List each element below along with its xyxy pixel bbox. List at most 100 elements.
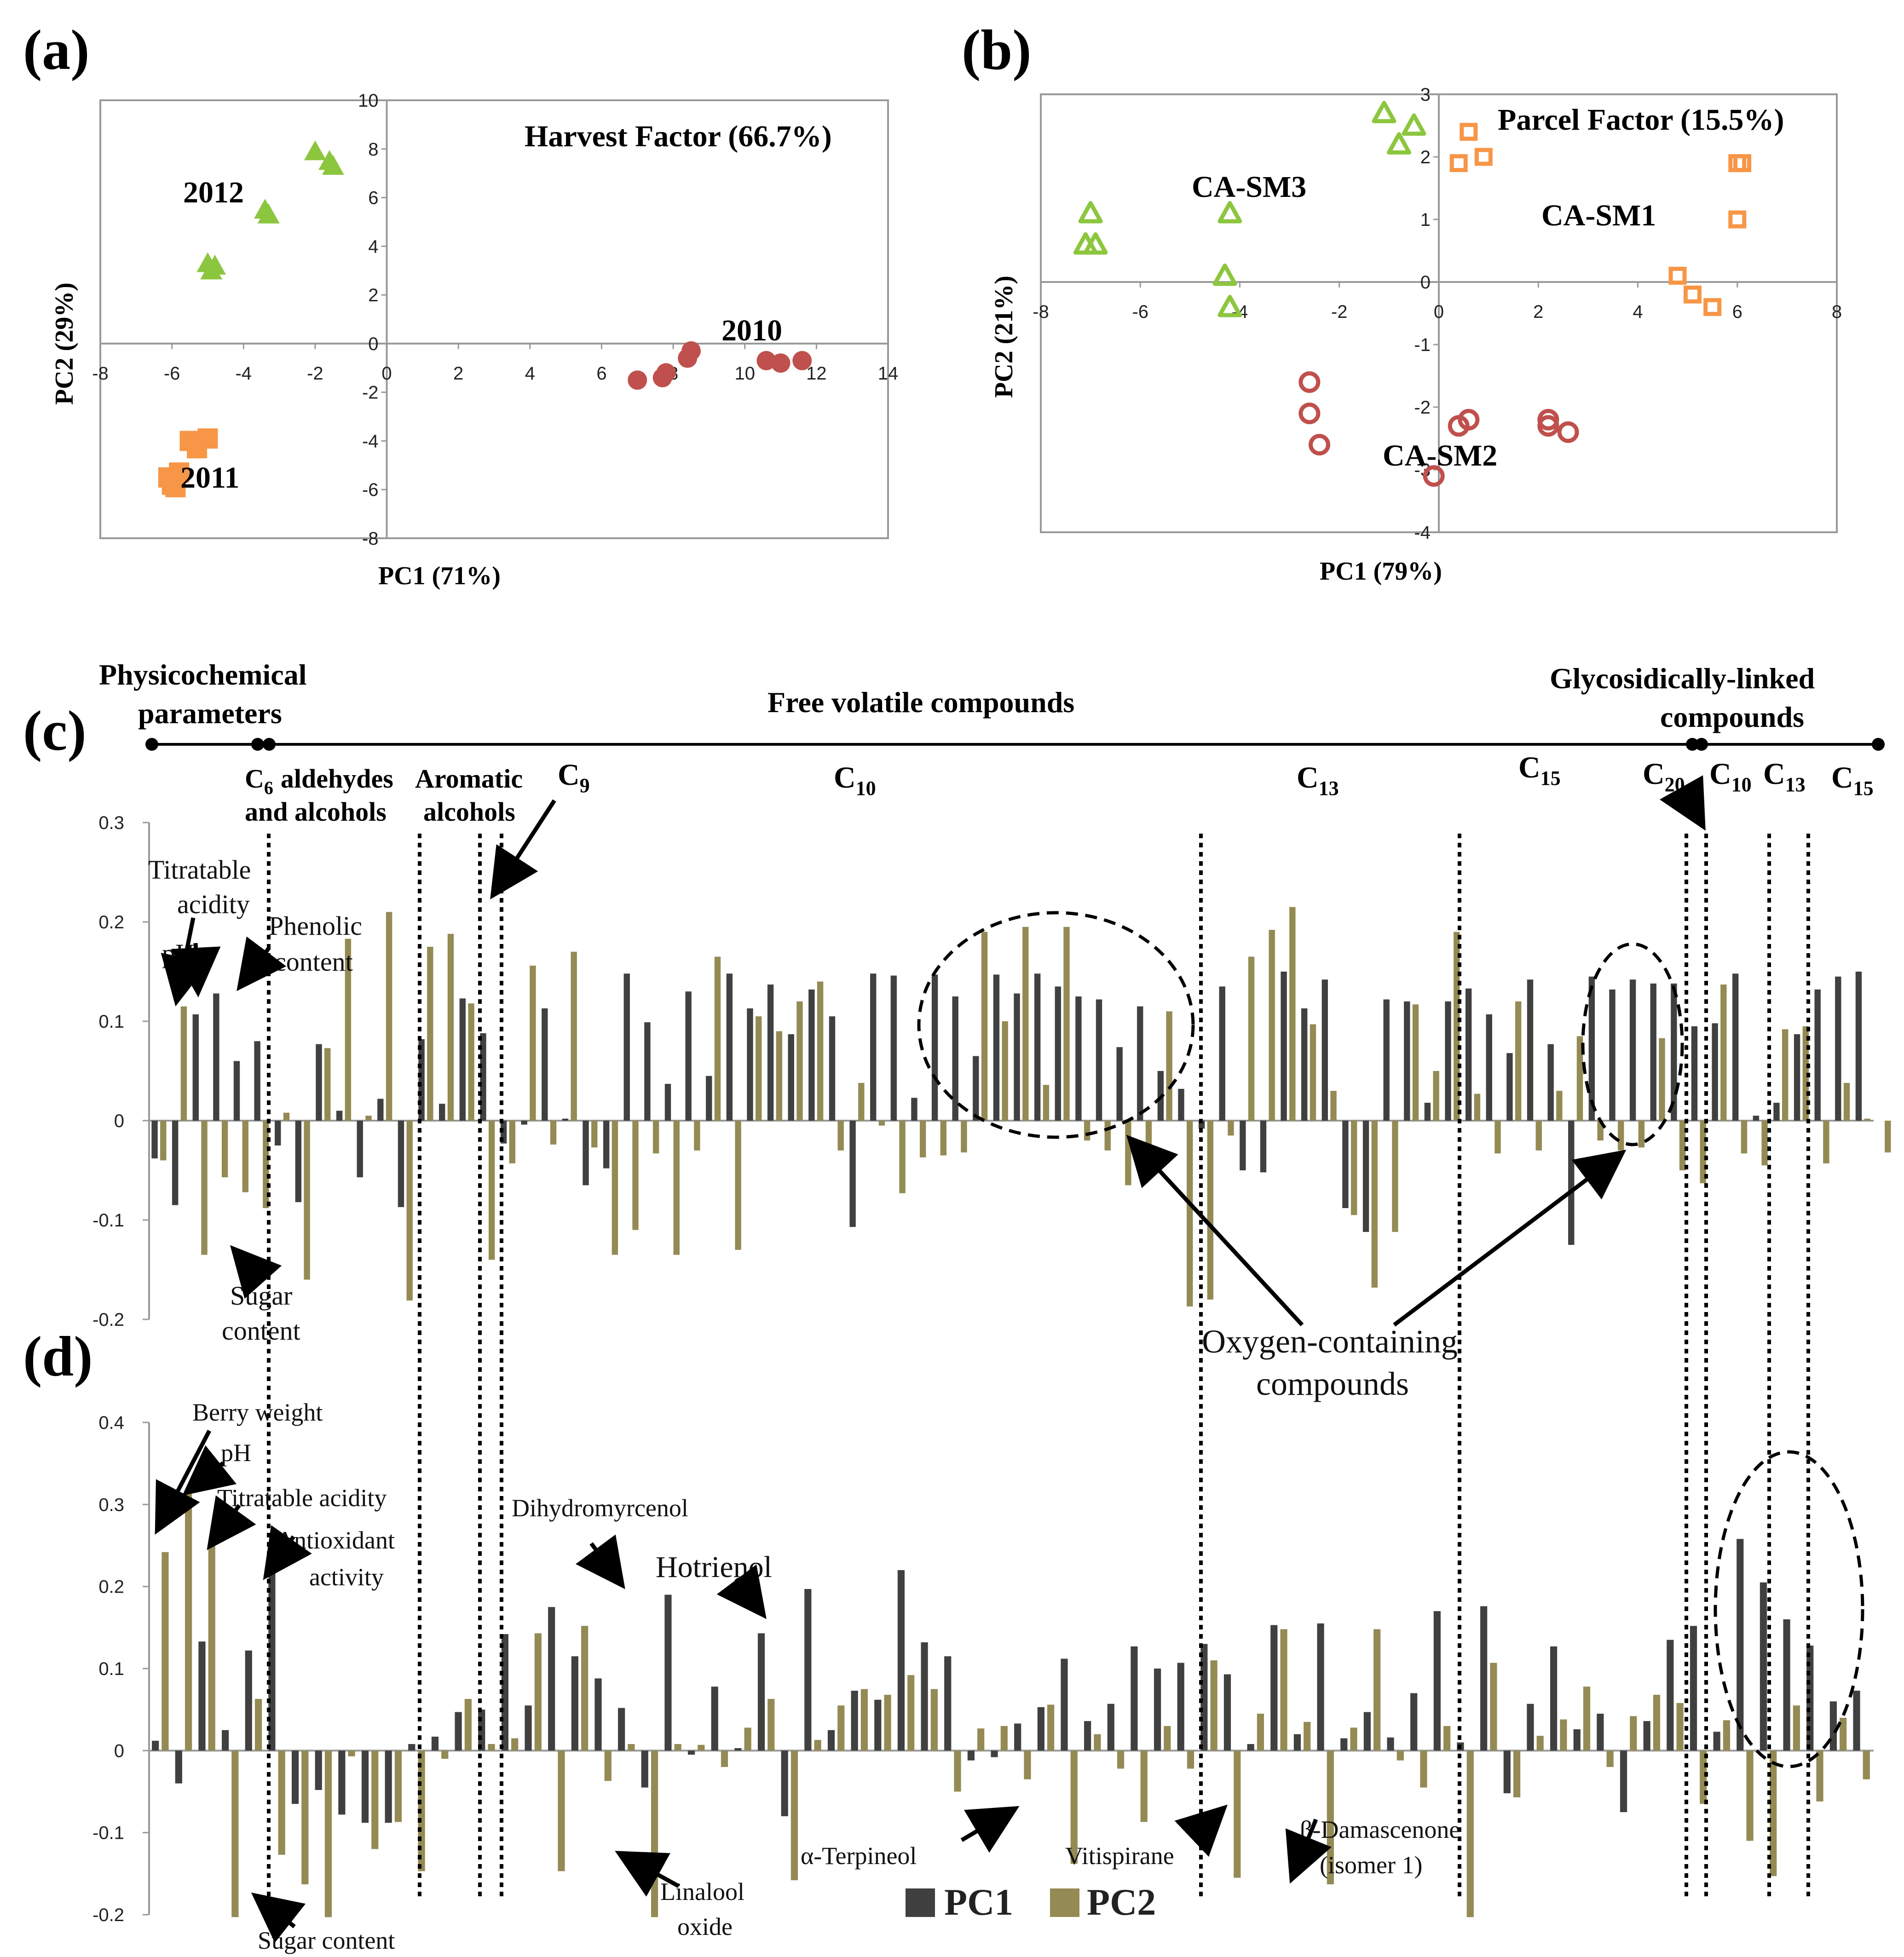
bar-pc1 <box>583 1121 589 1186</box>
bar-pc2 <box>1371 1121 1378 1288</box>
ann-titratable-line2: acidity <box>177 889 250 919</box>
section-separators <box>267 834 1810 1900</box>
point-ca-sm2 <box>1458 409 1480 431</box>
timeline-dot <box>1695 738 1708 751</box>
ann-ph-d: pH <box>221 1439 251 1467</box>
point-ca-sm1 <box>1668 266 1687 285</box>
oxygen-ellipse-1 <box>917 911 1195 1139</box>
ann-alpha-terpineol: α-Terpineol <box>801 1842 917 1870</box>
bar-pc1 <box>198 1641 206 1751</box>
bar-pc2 <box>254 1698 262 1751</box>
bar-pc2 <box>919 1121 926 1157</box>
bar-pc2 <box>1207 1121 1214 1300</box>
arrow <box>615 1851 680 1897</box>
bar-pc2 <box>1802 1026 1809 1121</box>
bar-pc1 <box>911 1098 917 1121</box>
bar-pc2 <box>954 1750 961 1792</box>
bar-pc1 <box>1609 989 1616 1121</box>
bar-pc1 <box>1568 1121 1575 1245</box>
bar-pc1 <box>1506 1053 1513 1121</box>
timeline-dot <box>251 738 264 751</box>
bar-pc1 <box>944 1656 952 1751</box>
bar-pc1 <box>336 1111 343 1121</box>
section-aromatic-line1: Aromatic <box>415 764 523 794</box>
y-tick-label: 1 <box>1420 210 1431 230</box>
x-tick-label: 2 <box>453 363 463 384</box>
bar-pc1 <box>338 1750 346 1815</box>
bar-pc1 <box>233 1061 240 1121</box>
panel-a-xlabel: PC1 (71%) <box>378 562 501 590</box>
bar-pc1 <box>192 1014 199 1121</box>
bar-pc2 <box>907 1675 915 1751</box>
group-glycosidic-line1: Glycosidically-linked <box>1550 662 1815 695</box>
bar-pc2 <box>651 1750 658 1917</box>
bar-pc1 <box>1014 993 1020 1121</box>
y-tick-label: -6 <box>362 480 379 500</box>
bar-pc1 <box>1200 1644 1208 1751</box>
bar-pc1 <box>291 1750 299 1804</box>
section-c15: C15 <box>1518 751 1561 789</box>
bar-pc1 <box>993 974 1000 1121</box>
bar-pc2 <box>744 1727 751 1751</box>
bar-pc2 <box>837 1705 845 1751</box>
y-tick-label: 0 <box>114 1741 124 1761</box>
ann-berry-weight: Berry weight <box>192 1399 323 1426</box>
bar-pc2 <box>1047 1704 1055 1751</box>
bar-pc1 <box>455 1712 462 1751</box>
bar-pc1 <box>1597 1714 1604 1751</box>
y-tick-label: -0.2 <box>92 1310 124 1330</box>
point-ca-sm2 <box>1298 403 1321 425</box>
bar-pc1 <box>1835 976 1841 1121</box>
bar-pc2 <box>1373 1629 1381 1751</box>
point-2010 <box>792 351 812 370</box>
bar-pc1 <box>1650 983 1656 1121</box>
bar-pc1 <box>431 1737 439 1751</box>
panel-b-title: Parcel Factor (15.5%) <box>1498 103 1784 137</box>
bar-pc1 <box>788 1034 794 1121</box>
section-glyco-c10: C10 <box>1709 757 1752 796</box>
arrow <box>1659 775 1706 831</box>
bar-pc2 <box>530 966 536 1121</box>
bar-pc1 <box>641 1750 648 1788</box>
bar-pc2 <box>1043 1085 1050 1121</box>
x-tick-label: -6 <box>1132 302 1148 322</box>
point-ca-sm1 <box>1460 123 1478 141</box>
bar-pc2 <box>324 1048 331 1121</box>
bar-pc2 <box>301 1750 309 1885</box>
section-c13: C13 <box>1297 761 1339 800</box>
bar-pc1 <box>1445 1001 1451 1121</box>
bar-pc1 <box>734 1748 742 1751</box>
bar-pc2 <box>1679 1121 1686 1170</box>
point-ca-sm3 <box>1212 263 1237 286</box>
bar-pc1 <box>991 1750 998 1757</box>
panel-a-plot-frame <box>99 99 889 539</box>
ann-titratable-line1: Titratable <box>148 855 251 885</box>
y-tick-label: -1 <box>1414 335 1431 355</box>
bar-pc1 <box>1643 1721 1650 1751</box>
bar-pc2 <box>1228 1121 1234 1136</box>
bar-pc1 <box>152 1740 159 1751</box>
bar-pc1 <box>1550 1646 1558 1751</box>
bar-pc2 <box>1638 1121 1645 1148</box>
bar-pc1 <box>1260 1121 1267 1173</box>
bar-pc2 <box>1556 1091 1563 1121</box>
bar-pc2 <box>201 1121 208 1255</box>
bar-pc1 <box>1084 1721 1091 1751</box>
y-tick-label: -8 <box>362 529 379 549</box>
bar-pc2 <box>1257 1714 1264 1751</box>
bar-pc2 <box>1700 1750 1707 1804</box>
point-ca-sm2 <box>1537 415 1559 437</box>
bar-pc2 <box>427 947 433 1121</box>
bar-pc2 <box>550 1121 557 1145</box>
bar-pc1 <box>542 1008 548 1121</box>
bar-pc2 <box>242 1121 248 1192</box>
bar-pc1 <box>767 984 774 1121</box>
bar-pc2 <box>386 912 392 1121</box>
bar-pc1 <box>890 975 897 1121</box>
bar-pc2 <box>1187 1750 1194 1769</box>
panel-b-letter: (b) <box>962 18 1032 81</box>
bar-pc2 <box>628 1744 635 1751</box>
point-ca-sm3 <box>1217 201 1242 224</box>
label-ca-sm1: CA-SM1 <box>1541 199 1656 232</box>
bar-pc1 <box>1362 1121 1369 1232</box>
